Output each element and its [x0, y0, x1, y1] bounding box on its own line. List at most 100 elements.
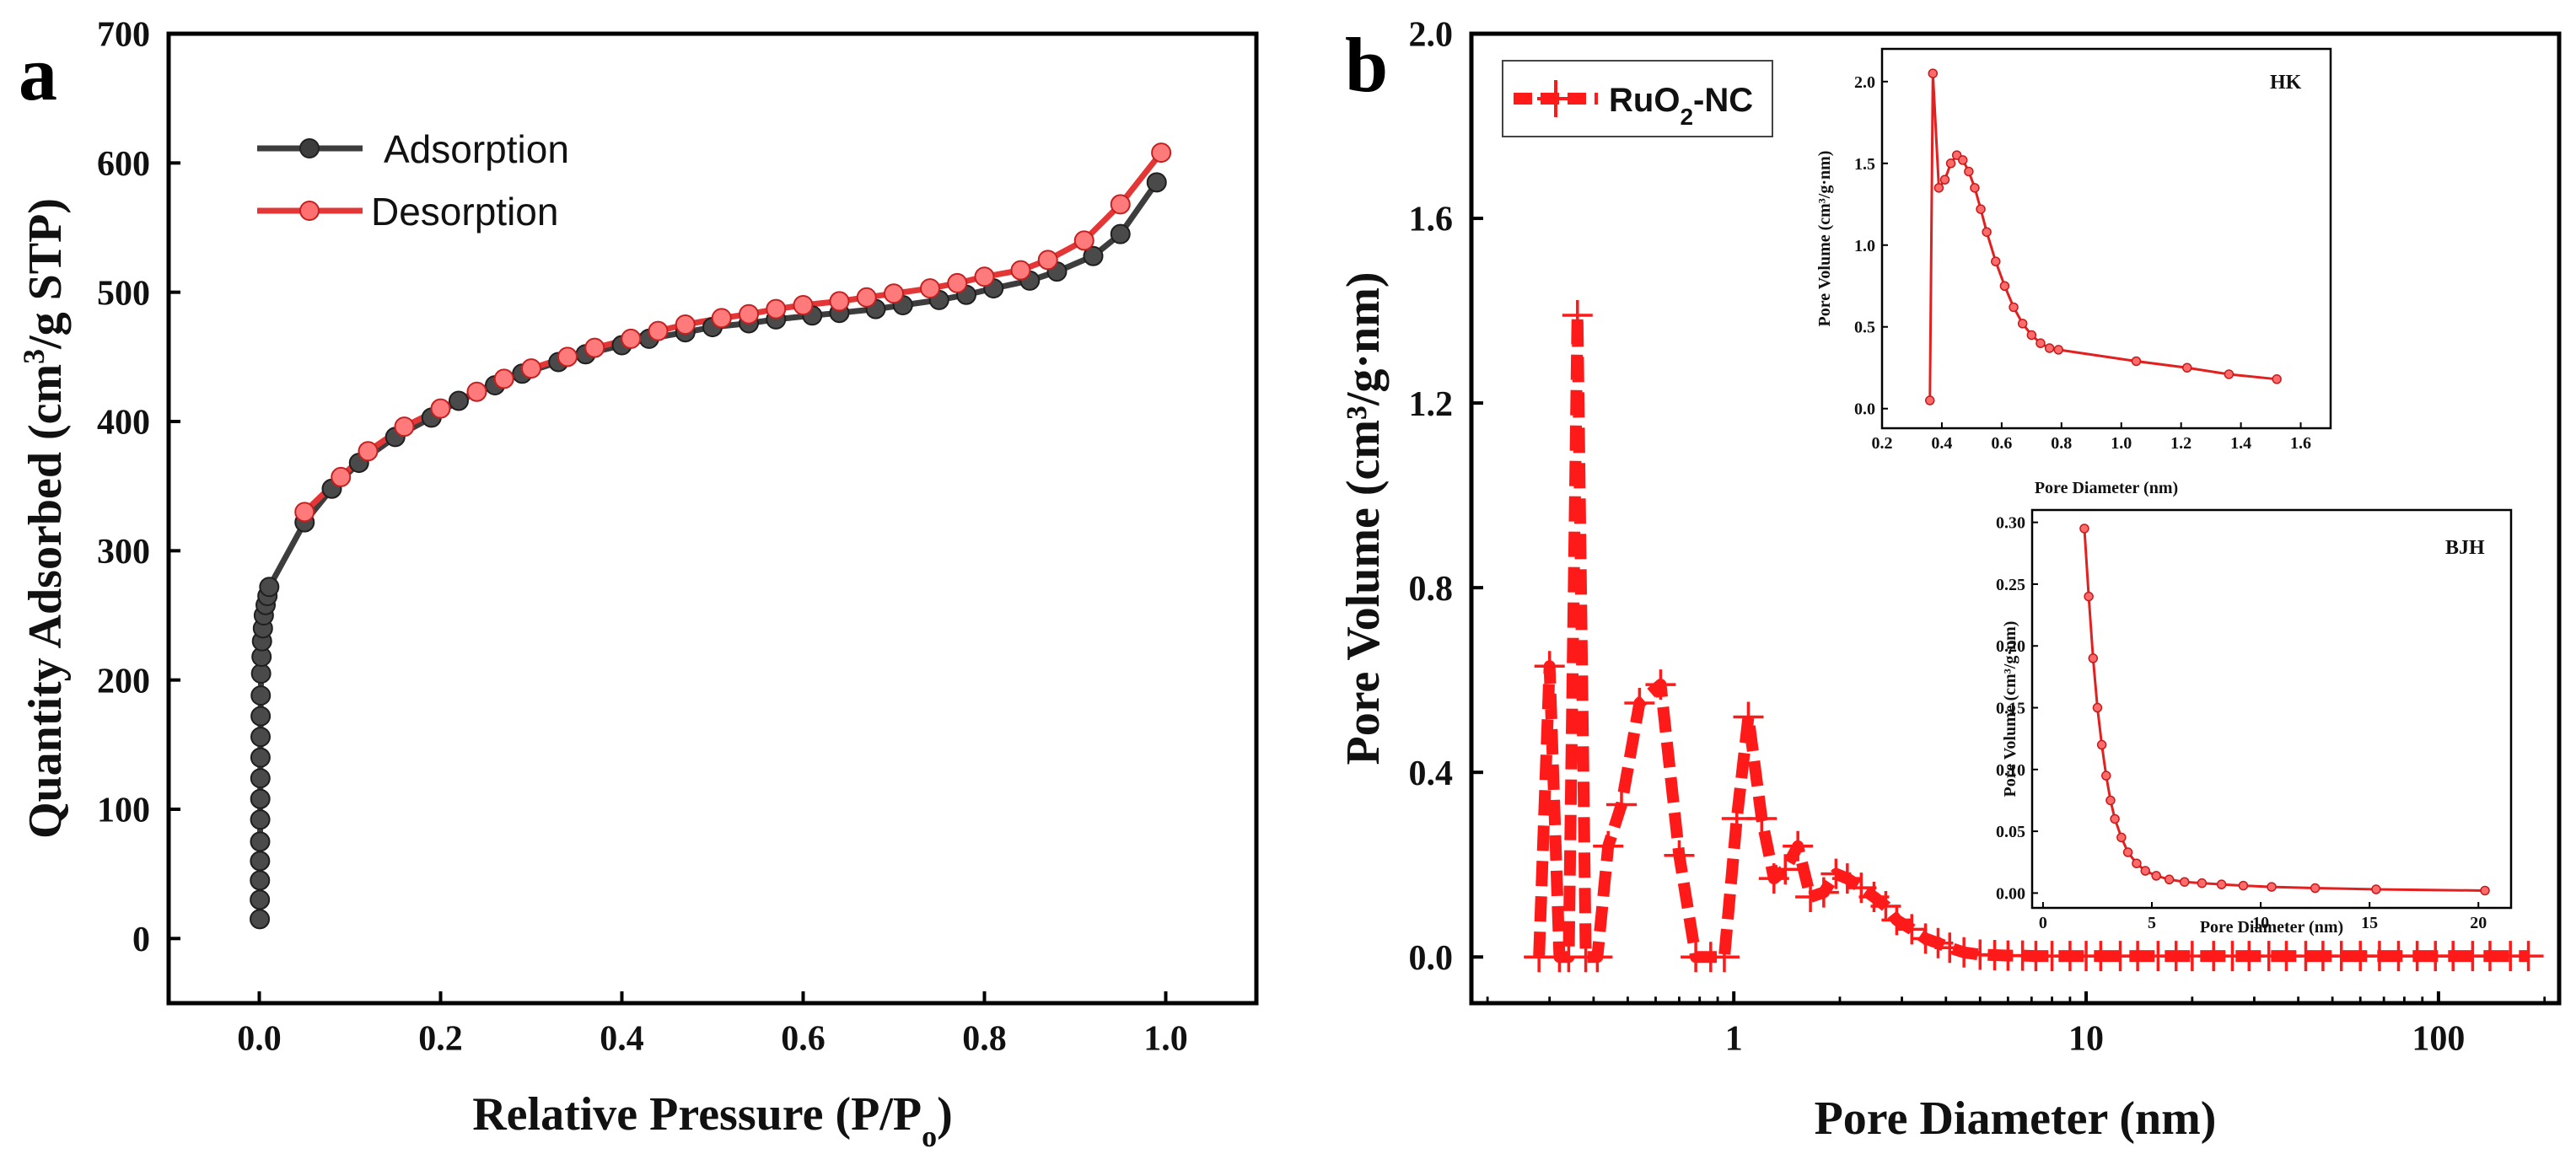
panel-b-letter: b: [1345, 22, 1388, 108]
point-desorption: [1110, 194, 1131, 215]
y-tick-label: 0.30: [1996, 514, 2025, 533]
point-desorption: [793, 295, 814, 315]
point-desorption: [430, 398, 451, 419]
point-adsorption: [250, 706, 272, 727]
point-desorption: [584, 337, 605, 358]
point-ruo2-nc: [1606, 789, 1637, 820]
inset-point: [1945, 158, 1956, 169]
inset-point: [2092, 702, 2103, 713]
y-tick-label: 400: [97, 404, 150, 443]
point-adsorption: [250, 909, 271, 930]
inset-point: [2096, 739, 2107, 750]
panel-a-y-ticks: 0 100 200 300 400 500 600 700: [97, 16, 180, 959]
point-desorption: [331, 466, 352, 487]
inset-point: [1991, 256, 2001, 266]
legend-ruo2-marker: [1537, 80, 1574, 117]
panel-b-plot-frame: [1469, 31, 2562, 1006]
inset-point: [2216, 879, 2227, 889]
inset-point: [1964, 166, 1974, 177]
inset-point: [2036, 338, 2046, 348]
point-desorption: [358, 441, 379, 462]
point-adsorption: [250, 788, 271, 809]
point-desorption: [974, 266, 995, 287]
point-desorption: [920, 278, 940, 299]
point-ruo2-nc: [1949, 937, 1980, 968]
point-adsorption: [250, 870, 271, 891]
x-tick-label: 0.6: [1991, 434, 2012, 453]
point-ruo2-nc: [1562, 300, 1593, 331]
y-tick-label: 2.0: [1409, 16, 1454, 55]
y-tick-label: 0.0: [1409, 939, 1454, 978]
inset-point: [2272, 374, 2282, 384]
inset-bjh-y-ticks: 0.00 0.05 0.10 0.15 0.20 0.25 0.30: [1996, 514, 2038, 903]
point-desorption: [648, 320, 669, 341]
inset-point: [2179, 877, 2190, 887]
point-ruo2-nc: [1770, 854, 1801, 885]
point-adsorption: [250, 727, 272, 748]
inset-point: [2116, 832, 2127, 843]
legend-adsorption-marker: [299, 138, 320, 158]
inset-bjh: BJH 0.00 0.05 0.10 0.15 0.20 0.25 0.30 0 5 10 15 2…: [1996, 508, 2513, 937]
y-tick-label: 0.15: [1996, 700, 2025, 718]
point-ruo2-nc: [1910, 923, 1941, 954]
inset-point: [1976, 204, 1986, 214]
point-adsorption: [250, 663, 272, 684]
inset-point: [2026, 330, 2037, 341]
inset-hk-x-axis-title: Pore Diameter (nm): [2035, 479, 2178, 497]
point-adsorption: [250, 685, 272, 706]
inset-point: [2088, 653, 2099, 663]
point-desorption: [1073, 230, 1094, 251]
y-tick-label: 700: [97, 16, 150, 55]
y-tick-label: 0.0: [1854, 400, 1875, 419]
y-tick-label: 1.6: [1409, 201, 1454, 239]
x-tick-label: 0.0: [237, 1020, 282, 1059]
point-desorption: [621, 328, 642, 349]
inset-point: [2009, 302, 2019, 313]
point-adsorption: [250, 747, 271, 768]
legend-adsorption-label: Adsorption: [384, 127, 569, 171]
point-desorption: [829, 291, 850, 312]
x-tick-label: 1.0: [1143, 1020, 1188, 1059]
point-ruo2-nc: [1534, 651, 1565, 682]
inset-hk-background: [1882, 49, 2331, 428]
inset-point: [2371, 884, 2381, 894]
x-tick-label: 20: [2470, 914, 2487, 932]
inset-point: [2197, 878, 2208, 889]
x-tick-label: 10: [2068, 1020, 2104, 1059]
inset-point: [2105, 795, 2116, 806]
x-tick-label: 0: [2039, 914, 2047, 932]
inset-point: [1999, 281, 2010, 291]
y-tick-label: 200: [97, 662, 150, 701]
panel-a: a 0 100 200 300 400 500 600 700 0.0 0.2 0.4 0.6 0.8…: [17, 16, 1259, 1153]
panel-a-letter: a: [19, 30, 57, 116]
x-tick-label: 0.8: [962, 1020, 1007, 1059]
inset-point: [2310, 883, 2321, 894]
point-adsorption: [250, 851, 271, 872]
inset-point: [2084, 591, 2094, 602]
point-desorption: [766, 298, 787, 319]
inset-point: [2151, 871, 2161, 881]
panel-a-plot-frame: [166, 31, 1259, 1006]
inset-point: [2079, 523, 2089, 534]
y-tick-label: 600: [97, 145, 150, 184]
x-tick-label: 1.0: [2111, 434, 2132, 453]
panel-b-series: [1524, 300, 2544, 973]
inset-point: [2110, 813, 2120, 824]
panel-b-y-ticks: 0.0 0.4 0.8 1.2 1.6 2.0: [1409, 16, 1483, 978]
panel-b-x-ticks: 1 10 100: [1486, 991, 2546, 1059]
inset-hk-tag: HK: [2270, 72, 2302, 94]
y-tick-label: 0.5: [1854, 319, 1875, 337]
x-tick-label: 15: [2361, 914, 2378, 932]
point-ruo2-nc: [1645, 669, 1676, 701]
inset-point: [1924, 395, 1935, 405]
point-ruo2-nc: [1733, 701, 1764, 733]
inset-point: [2017, 319, 2028, 329]
point-ruo2-nc: [1808, 877, 1839, 908]
point-ruo2-nc: [2513, 941, 2544, 972]
point-ruo2-nc: [1923, 927, 1954, 958]
y-tick-label: 0.05: [1996, 823, 2025, 841]
point-adsorption: [250, 889, 271, 910]
x-tick-label: 0.4: [600, 1020, 644, 1059]
panel-a-y-axis-title: Quantity Adsorbed (cm3/g STP): [17, 198, 72, 839]
y-tick-label: 0.4: [1409, 754, 1454, 793]
